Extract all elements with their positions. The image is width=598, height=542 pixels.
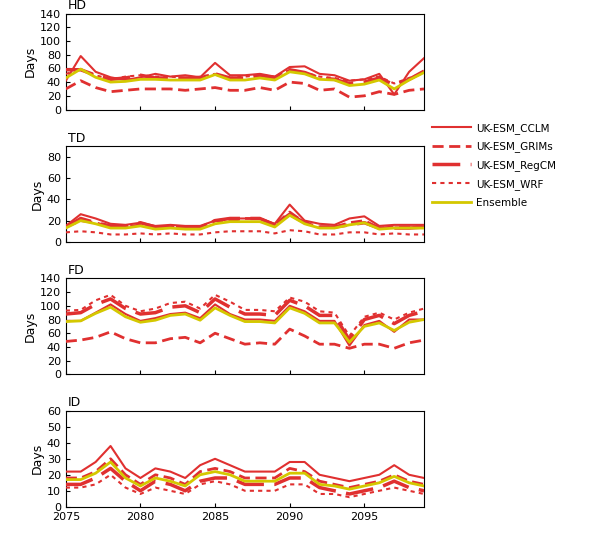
Text: ID: ID [68,396,81,409]
Text: HD: HD [68,0,87,12]
Text: FD: FD [68,264,84,277]
Legend: UK-ESM_CCLM, UK-ESM_GRIMs, UK-ESM_RegCM, UK-ESM_WRF, Ensemble: UK-ESM_CCLM, UK-ESM_GRIMs, UK-ESM_RegCM,… [432,122,557,208]
Y-axis label: Days: Days [31,443,44,474]
Y-axis label: Days: Days [31,178,44,210]
Text: TD: TD [68,132,85,145]
Y-axis label: Days: Days [24,46,37,77]
Y-axis label: Days: Days [24,311,37,342]
